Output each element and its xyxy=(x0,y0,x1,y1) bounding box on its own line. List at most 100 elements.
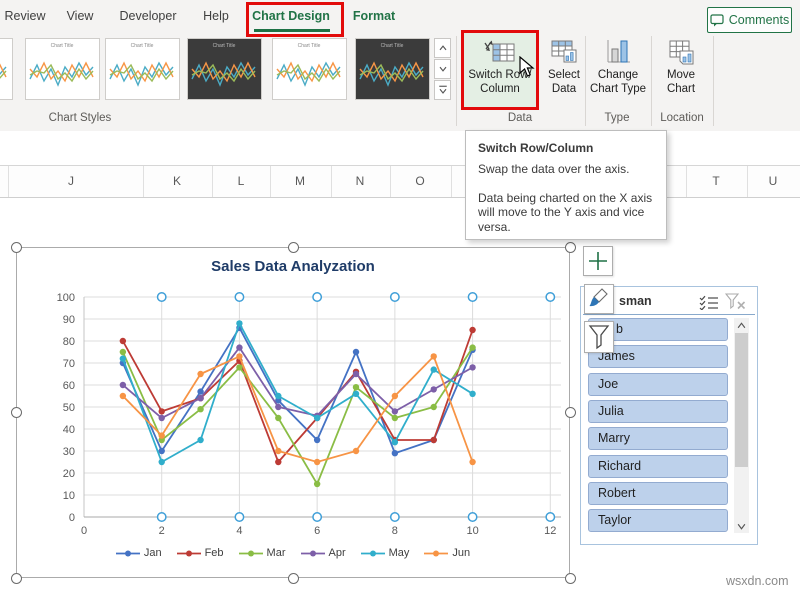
chart-filters-button[interactable] xyxy=(584,321,614,353)
tab-chart-design[interactable]: Chart Design xyxy=(252,9,330,23)
gallery-more-icon xyxy=(438,85,447,94)
comments-label: Comments xyxy=(728,13,790,27)
gallery-scroll-down-button[interactable] xyxy=(434,59,451,79)
data-point-feb xyxy=(469,326,476,334)
column-header-U[interactable]: U xyxy=(768,174,778,188)
legend-item-jan[interactable]: Jan xyxy=(115,547,162,559)
move-chart-button[interactable]: Move Chart xyxy=(655,35,707,107)
chart-style-thumbnail[interactable]: Chart Title xyxy=(0,38,13,100)
chart[interactable]: Sales Data Analyzation 0 10 20 30 40 50 60 70 80… xyxy=(16,247,570,578)
data-point-feb xyxy=(158,408,165,415)
svg-text:100: 100 xyxy=(57,292,75,304)
watermark: wsxdn.com xyxy=(726,574,789,588)
legend-swatch xyxy=(300,550,325,556)
gridline-handle xyxy=(234,292,245,302)
chevron-down-icon xyxy=(737,523,746,530)
data-point-apr xyxy=(391,408,399,415)
data-point-mar xyxy=(313,480,321,488)
column-header-O[interactable]: O xyxy=(415,174,425,188)
slicer-header-divider xyxy=(583,314,755,315)
clear-filter-icon[interactable] xyxy=(725,293,746,310)
chart-style-thumbnail[interactable]: Chart Title xyxy=(105,38,180,100)
active-tab-highlight xyxy=(246,2,344,37)
chevron-up-icon xyxy=(737,321,746,328)
legend-swatch xyxy=(238,550,263,556)
change-chart-type-button[interactable]: Change Chart Type xyxy=(588,35,648,107)
legend-item-mar[interactable]: Mar xyxy=(238,547,286,559)
column-header-J[interactable]: J xyxy=(68,174,74,188)
gridline-handle xyxy=(156,512,167,522)
slicer-item-robert[interactable]: Robert xyxy=(588,481,728,505)
select-data-label: Select Data xyxy=(548,69,580,95)
switch-row-column-button[interactable]: Switch Row/Column xyxy=(461,30,539,110)
chart-resize-handle[interactable] xyxy=(287,241,299,253)
scroll-down-button[interactable] xyxy=(734,519,749,533)
scroll-up-button[interactable] xyxy=(734,318,749,332)
column-border xyxy=(686,166,687,197)
chart-resize-handle[interactable] xyxy=(564,572,576,584)
gridline-handle xyxy=(389,512,400,522)
column-header-N[interactable]: N xyxy=(355,174,365,188)
legend-item-apr[interactable]: Apr xyxy=(300,547,346,559)
tab-help[interactable]: Help xyxy=(203,9,229,23)
slicer-scrollbar[interactable] xyxy=(734,318,749,533)
data-point-may xyxy=(158,458,165,466)
data-point-jun xyxy=(119,392,127,400)
series-line-jan xyxy=(122,325,474,455)
tooltip-body-1: Swap the data over the axis. xyxy=(478,162,630,176)
tab-developer[interactable]: Developer xyxy=(119,9,177,23)
funnel-icon xyxy=(588,325,610,350)
chart-elements-button[interactable] xyxy=(583,246,613,276)
scrollbar-thumb[interactable] xyxy=(735,333,748,467)
chart-style-thumbnail[interactable]: Chart Title xyxy=(272,38,347,100)
slicer-item-b[interactable]: b xyxy=(588,318,728,341)
chart-style-thumbnail[interactable]: Chart Title xyxy=(187,38,262,100)
slicer-item-marry[interactable]: Marry xyxy=(588,427,728,451)
legend-item-feb[interactable]: Feb xyxy=(176,547,224,559)
data-point-apr xyxy=(469,364,476,371)
chart-style-thumbnail[interactable]: Chart Title xyxy=(25,38,100,100)
svg-text:4: 4 xyxy=(236,525,242,537)
plus-icon xyxy=(589,252,607,270)
column-header-K[interactable]: K xyxy=(172,174,182,188)
tooltip-title: Switch Row/Column xyxy=(478,141,594,155)
slicer-item-joe[interactable]: Joe xyxy=(588,372,728,396)
chart-resize-handle[interactable] xyxy=(564,241,576,253)
select-data-button[interactable]: Select Data xyxy=(542,35,586,107)
legend-label: May xyxy=(388,547,410,559)
slicer-item-richard[interactable]: Richard xyxy=(588,454,728,478)
data-point-apr xyxy=(158,414,165,422)
legend-item-may[interactable]: May xyxy=(360,547,410,559)
column-header-L[interactable]: L xyxy=(237,174,245,188)
chart-resize-handle[interactable] xyxy=(10,572,22,584)
group-separator xyxy=(651,36,652,126)
legend-label: Jun xyxy=(452,547,471,559)
data-point-feb xyxy=(430,436,437,444)
column-header-M[interactable]: M xyxy=(295,174,305,188)
data-point-may xyxy=(391,439,399,446)
chart-resize-handle[interactable] xyxy=(10,407,22,418)
tab-view[interactable]: View xyxy=(66,9,94,23)
column-header-T[interactable]: T xyxy=(712,174,720,188)
chart-resize-handle[interactable] xyxy=(564,407,576,418)
svg-text:Chart Title: Chart Title xyxy=(51,43,74,49)
tab-format[interactable]: Format xyxy=(352,9,396,23)
column-border xyxy=(270,166,271,197)
tab-review[interactable]: Review xyxy=(4,9,46,23)
chart-resize-handle[interactable] xyxy=(10,241,22,253)
chart-styles-button[interactable] xyxy=(584,284,614,314)
gallery-more-button[interactable] xyxy=(434,80,451,100)
chart-resize-handle[interactable] xyxy=(287,572,299,584)
gridline-handle xyxy=(312,512,323,522)
gallery-scroll-up-button[interactable] xyxy=(434,38,451,58)
svg-text:40: 40 xyxy=(63,424,75,436)
chart-title: Sales Data Analyzation xyxy=(211,258,375,275)
group-label-type: Type xyxy=(604,112,630,124)
chart-style-thumbnail[interactable]: Chart Title xyxy=(355,38,430,100)
comments-button[interactable]: Comments xyxy=(707,7,792,33)
multi-select-icon[interactable] xyxy=(699,295,719,310)
slicer-item-julia[interactable]: Julia xyxy=(588,399,728,423)
legend-item-jun[interactable]: Jun xyxy=(424,547,470,559)
slicer-item-taylor[interactable]: Taylor xyxy=(588,509,728,533)
